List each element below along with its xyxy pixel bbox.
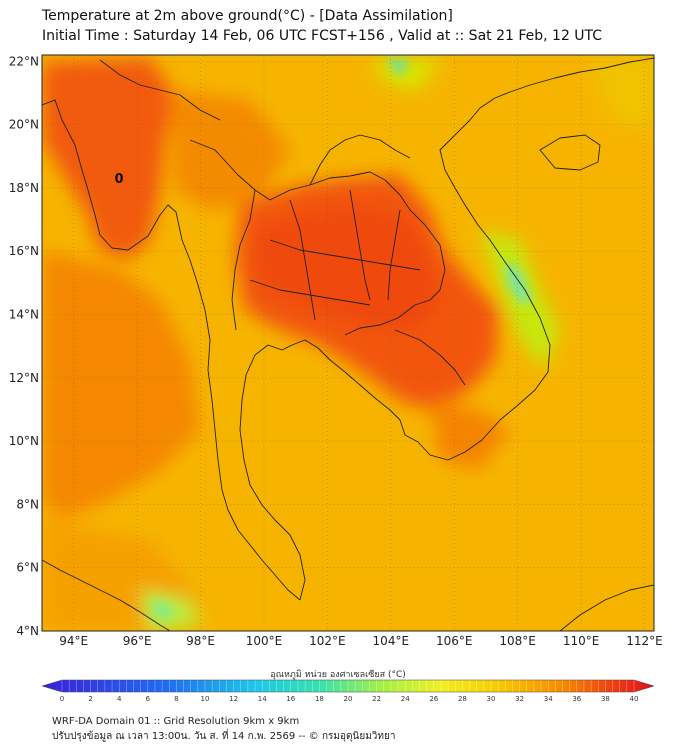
colorbar-tick: 6 <box>146 695 151 703</box>
cold-spot-1 <box>385 58 410 78</box>
lon-label: 102°E <box>309 634 346 648</box>
colorbar-tick: 8 <box>174 695 178 703</box>
map-frame <box>41 54 655 632</box>
lat-label: 4°N <box>16 624 39 638</box>
map-title: Temperature at 2m above ground(°C) - [Da… <box>42 8 453 24</box>
colorbar-tick: 18 <box>315 695 324 703</box>
map-subtitle: Initial Time : Saturday 14 Feb, 06 UTC F… <box>42 28 603 44</box>
coast-hainan <box>539 134 601 171</box>
colorbar-tick: 30 <box>487 695 496 703</box>
border-laos-north <box>309 134 411 186</box>
contour-label: 0 <box>114 172 123 187</box>
lon-label: 104°E <box>373 634 410 648</box>
south-china <box>590 55 654 130</box>
lat-label: 6°N <box>16 561 39 575</box>
warm-north <box>170 90 290 210</box>
footer-update: ปรับปรุงข้อมูล ณ เวลา 13:00น. วัน ส. ที่… <box>52 731 396 742</box>
lat-label: 14°N <box>9 308 39 322</box>
coast-gulf-thailand <box>239 339 346 601</box>
coastlines-borders <box>42 57 654 631</box>
lat-label: 10°N <box>9 434 39 448</box>
colorbar-tick: 16 <box>286 695 295 703</box>
lon-label: 98°E <box>186 634 215 648</box>
colorbar-tick: 24 <box>401 695 410 703</box>
colorbar-tick: 36 <box>572 695 581 703</box>
colorbar-tick: 40 <box>630 695 639 703</box>
warm-andaman <box>42 250 200 520</box>
lat-label: 16°N <box>9 244 39 258</box>
border-thailand-laos-cambodia <box>189 139 446 336</box>
border-province-4 <box>349 189 371 301</box>
colorbar-tick: 12 <box>229 695 238 703</box>
colorbar-tick: 2 <box>88 695 92 703</box>
lat-label: 18°N <box>9 181 39 195</box>
cold-spot-3 <box>150 600 175 620</box>
border-province-2 <box>249 279 371 306</box>
colorbar-tick: 4 <box>117 695 122 703</box>
colorbar-divisions <box>61 680 635 692</box>
latitude-labels: 22°N 20°N 18°N 16°N 14°N 12°N 10°N 8°N 6°N 4°N <box>9 54 39 638</box>
cool-north <box>370 58 440 90</box>
border-thai-myanmar <box>231 189 256 331</box>
colorbar-tick: 38 <box>601 695 610 703</box>
title-block: Temperature at 2m above ground(°C) - [Da… <box>42 6 602 46</box>
border-myanmar-china <box>99 59 221 121</box>
lon-label: 108°E <box>499 634 536 648</box>
lon-label: 96°E <box>123 634 152 648</box>
coast-peninsula-west <box>227 509 301 601</box>
lon-label: 112°E <box>626 634 663 648</box>
colorbar-tick: 20 <box>344 695 353 703</box>
colorbar-tick: 22 <box>372 695 381 703</box>
coast-vietnam <box>344 57 654 461</box>
border-province-1 <box>269 239 421 271</box>
lat-label: 22°N <box>9 54 39 68</box>
footer-domain: WRF-DA Domain 01 :: Grid Resolution 9km … <box>52 716 300 727</box>
temperature-field <box>42 55 654 631</box>
lat-label: 20°N <box>9 118 39 132</box>
coast-sumatra <box>42 559 171 631</box>
colorbar-tick: 10 <box>201 695 210 703</box>
colorbar-tick: 26 <box>429 695 438 703</box>
colorbar-tick: 28 <box>458 695 467 703</box>
graticule <box>42 55 654 632</box>
footer: WRF-DA Domain 01 :: Grid Resolution 9km … <box>52 714 395 744</box>
lon-label: 110°E <box>563 634 600 648</box>
warm-south-vietnam <box>430 400 510 470</box>
colorbar-label: อุณหภูมิ หน่วย องศาเซลเซียส (°C) <box>270 670 406 680</box>
coast-borneo <box>559 584 654 631</box>
colorbar: 0 2 4 6 8 10 12 14 16 18 20 22 24 26 28 30 32 34 36 38 40 <box>41 679 655 703</box>
lat-label: 8°N <box>16 497 39 511</box>
longitude-labels: 94°E 96°E 98°E 100°E 102°E 104°E 106°E 108°E 110… <box>59 634 662 648</box>
lon-label: 106°E <box>436 634 473 648</box>
border-cambodia-vietnam <box>394 329 466 386</box>
colorbar-tick: 14 <box>258 695 267 703</box>
colorbar-tick: 0 <box>60 695 64 703</box>
colorbar-ticks: 0 2 4 6 8 10 12 14 16 18 20 22 24 26 28 30 32 34 36 38 40 <box>60 695 639 703</box>
hot-region-myanmar <box>42 58 175 260</box>
coast-myanmar <box>42 99 229 511</box>
lat-label: 12°N <box>9 371 39 385</box>
lon-label: 100°E <box>246 634 283 648</box>
border-province-5 <box>387 209 401 301</box>
colorbar-tick: 34 <box>544 695 553 703</box>
border-province-3 <box>289 199 316 321</box>
colorbar-tick: 32 <box>515 695 524 703</box>
lon-label: 94°E <box>59 634 88 648</box>
